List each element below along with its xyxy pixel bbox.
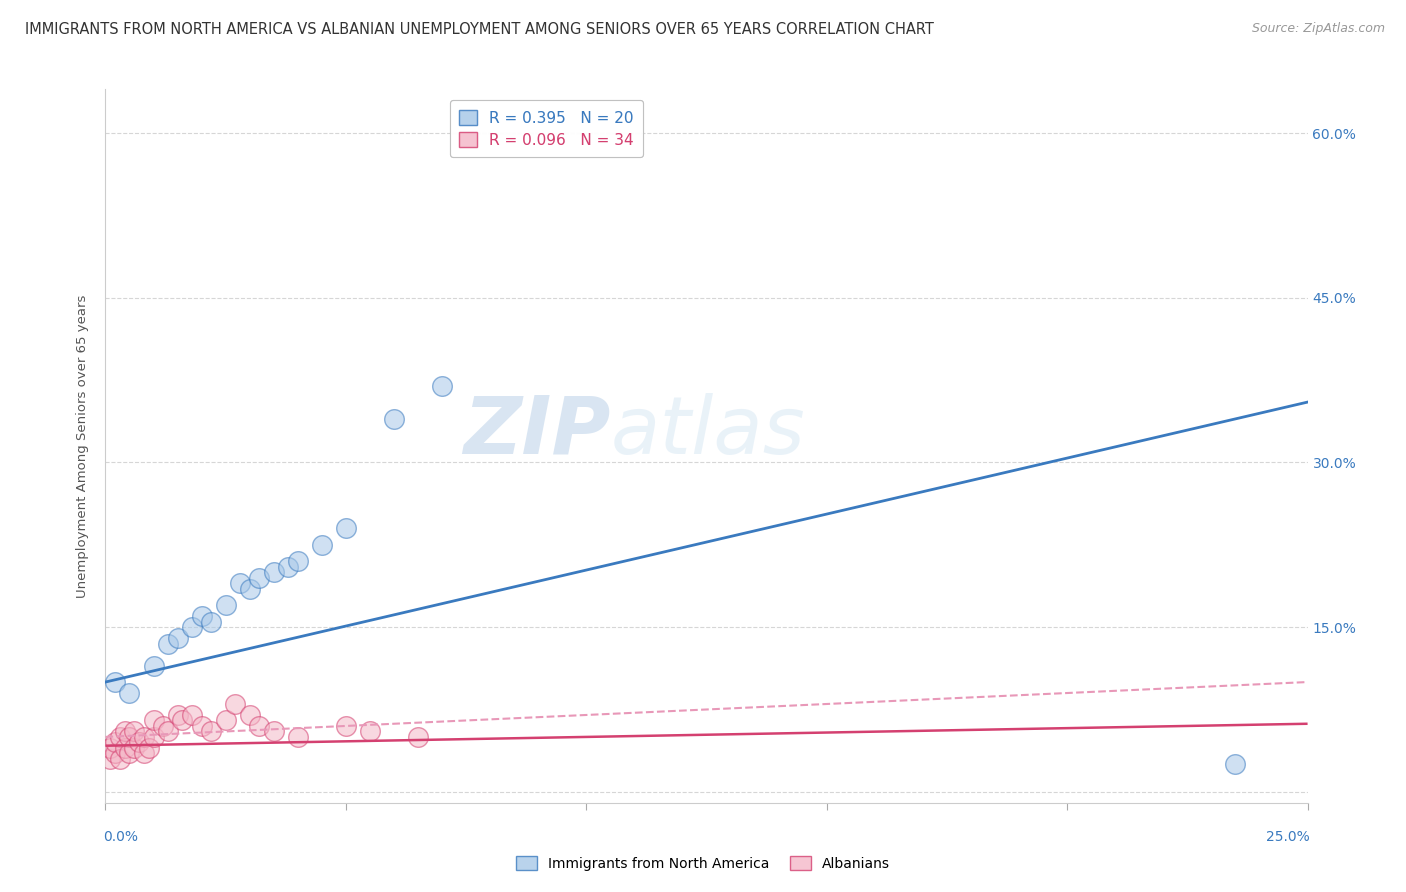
Point	[287, 730, 309, 744]
Point	[200, 724, 222, 739]
Point	[335, 521, 357, 535]
Point	[142, 730, 165, 744]
Point	[108, 752, 131, 766]
Point	[239, 582, 262, 596]
Point	[152, 719, 174, 733]
Point	[406, 730, 429, 744]
Legend: R = 0.395   N = 20, R = 0.096   N = 34: R = 0.395 N = 20, R = 0.096 N = 34	[450, 101, 643, 157]
Point	[382, 411, 405, 425]
Point	[142, 714, 165, 728]
Point	[104, 675, 127, 690]
Point	[224, 697, 246, 711]
Point	[214, 598, 236, 612]
Point	[214, 714, 236, 728]
Point	[104, 735, 127, 749]
Point	[132, 730, 155, 744]
Text: 25.0%: 25.0%	[1267, 830, 1310, 844]
Point	[263, 566, 285, 580]
Point	[114, 740, 136, 755]
Point	[98, 740, 121, 755]
Point	[124, 740, 146, 755]
Point	[430, 378, 453, 392]
Text: ZIP: ZIP	[463, 392, 610, 471]
Point	[181, 620, 204, 634]
Point	[124, 724, 146, 739]
Point	[142, 658, 165, 673]
Point	[132, 747, 155, 761]
Legend: Immigrants from North America, Albanians: Immigrants from North America, Albanians	[510, 850, 896, 876]
Point	[108, 730, 131, 744]
Text: IMMIGRANTS FROM NORTH AMERICA VS ALBANIAN UNEMPLOYMENT AMONG SENIORS OVER 65 YEA: IMMIGRANTS FROM NORTH AMERICA VS ALBANIA…	[25, 22, 934, 37]
Point	[311, 538, 333, 552]
Point	[247, 571, 270, 585]
Point	[239, 708, 262, 723]
Point	[118, 730, 141, 744]
Point	[156, 724, 179, 739]
Point	[1225, 757, 1247, 772]
Point	[104, 747, 127, 761]
Point	[156, 637, 179, 651]
Point	[263, 724, 285, 739]
Point	[98, 752, 121, 766]
Text: atlas: atlas	[610, 392, 806, 471]
Point	[200, 615, 222, 629]
Point	[247, 719, 270, 733]
Point	[118, 747, 141, 761]
Point	[172, 714, 194, 728]
Text: 0.0%: 0.0%	[103, 830, 138, 844]
Point	[359, 724, 381, 739]
Point	[128, 735, 150, 749]
Point	[118, 686, 141, 700]
Point	[166, 708, 188, 723]
Point	[277, 559, 299, 574]
Point	[190, 609, 212, 624]
Y-axis label: Unemployment Among Seniors over 65 years: Unemployment Among Seniors over 65 years	[76, 294, 90, 598]
Point	[287, 554, 309, 568]
Text: Source: ZipAtlas.com: Source: ZipAtlas.com	[1251, 22, 1385, 36]
Point	[138, 740, 160, 755]
Point	[190, 719, 212, 733]
Point	[166, 631, 188, 645]
Point	[181, 708, 204, 723]
Point	[114, 724, 136, 739]
Point	[335, 719, 357, 733]
Point	[229, 576, 252, 591]
